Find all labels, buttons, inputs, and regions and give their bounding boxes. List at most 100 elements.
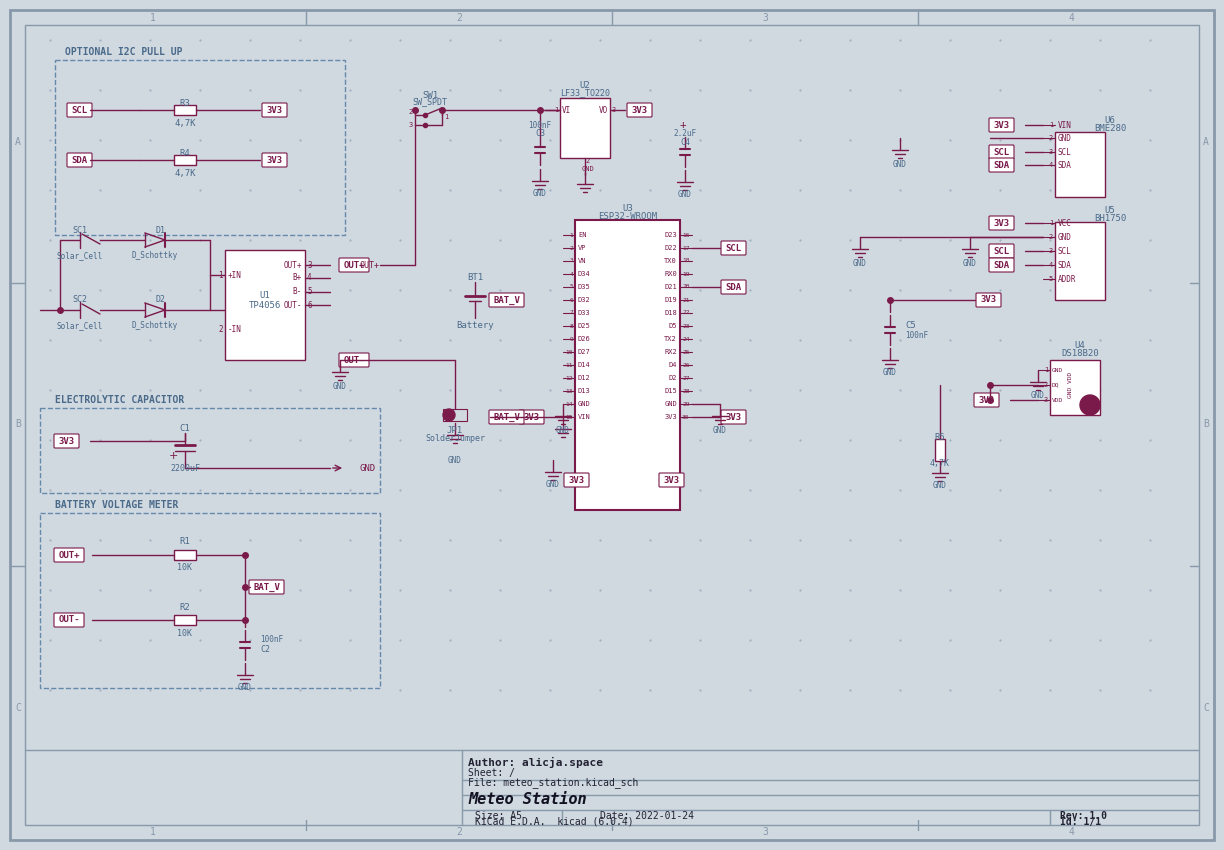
Text: D_Schottky: D_Schottky (132, 320, 179, 330)
Text: 8: 8 (569, 324, 573, 328)
Text: 2: 2 (1044, 382, 1048, 388)
Text: 18: 18 (682, 258, 689, 264)
Bar (174, 155, 196, 165)
Text: U3: U3 (622, 203, 633, 212)
FancyBboxPatch shape (989, 244, 1013, 258)
Text: 4,7K: 4,7K (174, 168, 196, 178)
Text: GND: GND (578, 401, 591, 407)
Text: D34: D34 (578, 271, 591, 277)
Text: GND: GND (1058, 133, 1072, 143)
Text: 3V3: 3V3 (524, 412, 540, 422)
Text: D2: D2 (155, 296, 165, 304)
Text: B: B (1203, 419, 1209, 429)
Text: BAT_V: BAT_V (493, 412, 520, 422)
Text: SCL: SCL (994, 148, 1010, 156)
Text: Meteo Station: Meteo Station (468, 792, 586, 808)
Text: 5: 5 (307, 287, 312, 297)
Text: 2: 2 (457, 827, 461, 837)
Text: 25: 25 (682, 349, 689, 354)
Text: 2: 2 (457, 13, 461, 23)
Text: 3V3: 3V3 (978, 395, 995, 405)
Text: 1: 1 (1044, 367, 1048, 373)
FancyBboxPatch shape (989, 258, 1013, 272)
FancyBboxPatch shape (262, 153, 286, 167)
Text: SW1: SW1 (422, 90, 438, 99)
Text: C: C (1203, 703, 1209, 713)
Text: 3: 3 (307, 260, 312, 269)
Text: 3: 3 (612, 107, 616, 113)
Text: 2: 2 (569, 246, 573, 251)
Text: 3V3: 3V3 (665, 414, 677, 420)
Bar (935, 439, 945, 461)
Text: GND: GND (534, 189, 547, 197)
Text: 3V3: 3V3 (994, 121, 1010, 129)
Text: C2: C2 (259, 645, 271, 654)
Text: U4: U4 (1075, 341, 1086, 349)
Text: D21: D21 (665, 284, 677, 290)
Text: GND: GND (963, 258, 977, 268)
Text: 100nF: 100nF (905, 331, 928, 339)
Text: 3: 3 (1049, 248, 1053, 254)
Text: OUT+: OUT+ (360, 260, 379, 269)
FancyBboxPatch shape (248, 580, 284, 594)
Text: 3V3: 3V3 (663, 475, 679, 484)
Bar (174, 615, 196, 625)
Text: D32: D32 (578, 297, 591, 303)
Text: 2: 2 (1049, 135, 1053, 141)
Text: Solar_Cell: Solar_Cell (56, 252, 103, 260)
Text: 3V3: 3V3 (267, 156, 283, 165)
Text: 3: 3 (763, 827, 767, 837)
Text: D15: D15 (665, 388, 677, 394)
Text: GND: GND (714, 426, 727, 434)
Text: GND: GND (333, 382, 346, 390)
Text: OUT-: OUT- (284, 301, 302, 309)
Bar (561, 98, 610, 158)
Text: SC2: SC2 (72, 296, 87, 304)
Text: B-: B- (293, 287, 302, 297)
FancyBboxPatch shape (976, 293, 1001, 307)
Text: TX2: TX2 (665, 336, 677, 342)
Text: U6: U6 (1104, 116, 1115, 124)
Bar (1055, 132, 1105, 197)
Text: U5: U5 (1104, 206, 1115, 214)
FancyBboxPatch shape (989, 145, 1013, 159)
Text: JP1: JP1 (447, 426, 463, 434)
Text: 100nF: 100nF (259, 636, 283, 644)
Text: 24: 24 (682, 337, 689, 342)
FancyBboxPatch shape (54, 613, 84, 627)
Text: +: + (169, 451, 177, 461)
Text: 3V3: 3V3 (59, 437, 75, 445)
Text: GND: GND (1051, 367, 1064, 372)
Text: ESP32-WROOM: ESP32-WROOM (599, 212, 657, 220)
Text: TP4056: TP4056 (248, 301, 282, 309)
Text: D12: D12 (578, 375, 591, 381)
Text: SCL: SCL (1058, 148, 1072, 156)
FancyBboxPatch shape (721, 280, 745, 294)
Text: ELECTROLYTIC CAPACITOR: ELECTROLYTIC CAPACITOR (55, 395, 185, 405)
Text: 10K: 10K (177, 628, 192, 638)
Text: D5: D5 (668, 323, 677, 329)
Text: 21: 21 (682, 298, 689, 303)
Text: D1: D1 (155, 225, 165, 235)
FancyBboxPatch shape (490, 410, 524, 424)
Text: 14: 14 (565, 401, 573, 406)
FancyBboxPatch shape (54, 434, 80, 448)
Text: 10: 10 (565, 349, 573, 354)
Text: D33: D33 (578, 310, 591, 316)
Text: GND: GND (581, 166, 595, 172)
Text: 4: 4 (569, 271, 573, 276)
Text: 4,7K: 4,7K (174, 118, 196, 127)
Text: SCL: SCL (726, 243, 742, 252)
Text: D22: D22 (665, 245, 677, 251)
FancyBboxPatch shape (339, 353, 368, 367)
FancyBboxPatch shape (721, 241, 745, 255)
Text: 1: 1 (444, 114, 448, 120)
Text: 2200uF: 2200uF (170, 463, 200, 473)
Text: OPTIONAL I2C PULL UP: OPTIONAL I2C PULL UP (65, 47, 182, 57)
Text: 12: 12 (565, 376, 573, 381)
Text: D4: D4 (668, 362, 677, 368)
Text: 10K: 10K (177, 564, 192, 573)
Text: EN: EN (578, 232, 586, 238)
Text: C4: C4 (681, 138, 690, 146)
Bar (225, 250, 305, 360)
